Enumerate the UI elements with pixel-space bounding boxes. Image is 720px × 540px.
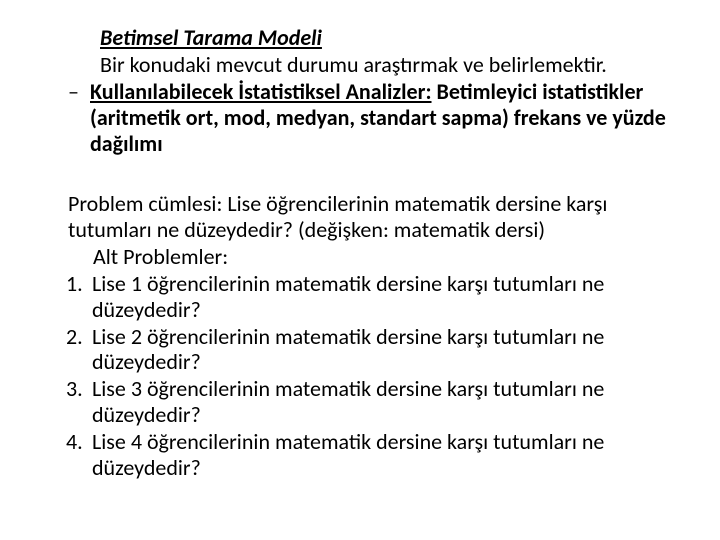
list-text: Lise 3 öğrencilerinin matematik dersine … [92,375,604,428]
list-text: Lise 2 öğrencilerinin matematik dersine … [92,323,604,376]
analyses-label: Kullanılabilecek İstatistiksel Analizler… [90,78,432,105]
list-item: 1. Lise 1 öğrencilerinin matematik dersi… [68,271,680,323]
list-item: 2. Lise 2 öğrencilerinin matematik dersi… [68,324,680,376]
list-number: 4. [66,429,83,455]
sub-problems-header: Alt Problemler: [68,244,680,270]
list-text: Lise 1 öğrencilerinin matematik dersine … [92,270,604,323]
model-description: Bir konudaki mevcut durumu araştırmak ve… [30,52,690,78]
problem-statement: Problem cümlesi: Lise öğrencilerinin mat… [68,191,680,243]
model-title: Betimsel Tarama Modeli [30,25,690,51]
list-item: 4. Lise 4 öğrencilerinin matematik dersi… [68,429,680,481]
analyses-bullet: – Kullanılabilecek İstatistiksel Analizl… [30,79,690,157]
slide-content: Betimsel Tarama Modeli Bir konudaki mevc… [0,0,720,540]
problem-section: Problem cümlesi: Lise öğrencilerinin mat… [30,191,690,481]
problem-label: Problem cümlesi: [68,190,222,217]
list-item: 3. Lise 3 öğrencilerinin matematik dersi… [68,376,680,428]
list-number: 2. [66,324,83,350]
list-number: 3. [66,376,83,402]
list-text: Lise 4 öğrencilerinin matematik dersine … [92,428,604,481]
list-number: 1. [66,271,83,297]
bullet-dash-icon: – [68,79,79,105]
